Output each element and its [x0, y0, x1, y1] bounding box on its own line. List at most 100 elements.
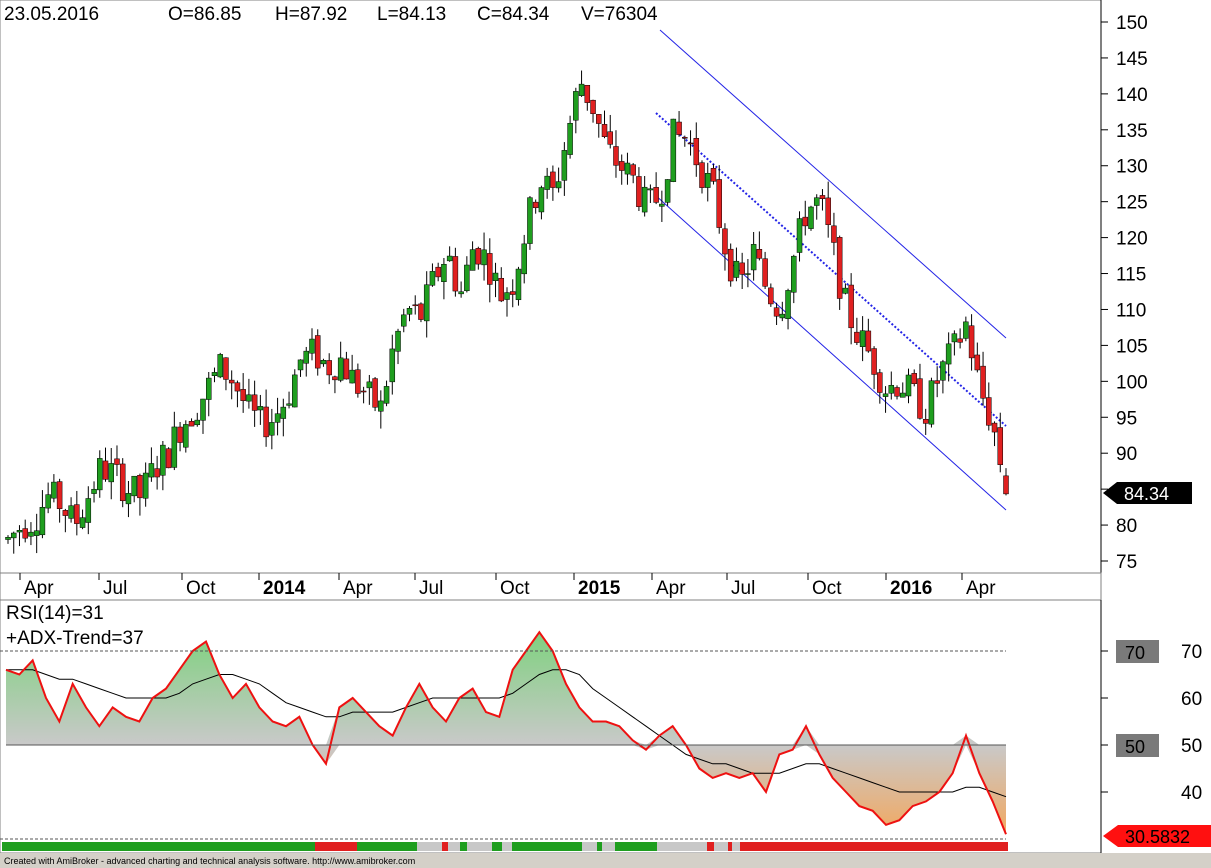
candle-down	[154, 468, 160, 478]
price-tick-label: 145	[1116, 49, 1148, 70]
trend-strip-segment	[602, 842, 615, 851]
candle-up	[796, 218, 803, 253]
candle-down	[710, 167, 717, 182]
candle-up	[900, 392, 906, 398]
candle-up	[309, 338, 315, 354]
time-axis-label: Apr	[24, 578, 54, 599]
candle-down	[618, 161, 625, 171]
candle-down	[56, 481, 63, 509]
time-axis-label: 2015	[578, 578, 621, 599]
candle-down	[716, 179, 722, 228]
candle-up	[882, 393, 889, 397]
candle-down	[498, 277, 505, 302]
candle-down	[418, 303, 424, 320]
candle-down	[119, 463, 126, 502]
candle-up	[142, 472, 149, 499]
candle-up	[659, 203, 665, 207]
indicator-tick-label: 50	[1181, 736, 1202, 757]
candle-up	[664, 179, 671, 203]
candle-down	[102, 460, 109, 480]
candle-up	[842, 287, 849, 294]
candle-up	[464, 264, 470, 292]
candle-up	[791, 255, 797, 293]
candle-up	[10, 532, 17, 539]
candle-up	[389, 348, 396, 383]
candle-down	[917, 378, 923, 419]
candle-down	[613, 146, 619, 166]
price-tick-label: 120	[1116, 229, 1148, 250]
time-axis	[0, 572, 1102, 601]
time-axis-label: Apr	[343, 578, 373, 599]
candle-down	[22, 528, 28, 539]
rsi-fill-below-50	[6, 745, 1006, 835]
candle-down	[974, 354, 981, 371]
trend-strip-segment	[357, 842, 417, 851]
candle-up	[39, 506, 46, 536]
candle-down	[343, 358, 350, 380]
candle-down	[475, 248, 482, 265]
indicator-tick-label: 40	[1181, 783, 1202, 804]
candle-up	[366, 381, 373, 389]
channel-upper-line	[659, 29, 1007, 339]
candle-up	[85, 498, 92, 523]
candle-up	[183, 424, 189, 448]
trend-strip-segment	[582, 842, 597, 851]
candle-down	[509, 291, 516, 295]
candle-up	[79, 517, 86, 528]
candle-down	[756, 249, 763, 259]
candle-down	[223, 357, 229, 380]
time-axis-label: Oct	[186, 578, 216, 599]
time-axis-label: Oct	[812, 578, 842, 599]
candle-down	[372, 378, 378, 408]
candle-up	[750, 244, 757, 271]
candle-up	[469, 249, 476, 271]
candle-down	[676, 121, 682, 135]
candle-down	[550, 171, 556, 188]
level-70-badge-label: 70	[1125, 643, 1145, 663]
rsi-last-value: 30.5832	[1125, 827, 1190, 847]
candle-down	[693, 138, 700, 166]
candle-down	[1003, 475, 1009, 495]
candle-up	[940, 361, 946, 381]
last-price-value: 84.34	[1124, 484, 1169, 504]
indicator-axis-panel	[1101, 600, 1211, 853]
candlestick-series	[5, 70, 1009, 554]
trend-strip-segment	[740, 842, 1008, 851]
candle-up	[171, 426, 178, 468]
candle-up	[733, 260, 740, 278]
candle-up	[813, 197, 820, 206]
candle-up	[785, 290, 791, 320]
candle-down	[452, 256, 459, 292]
adx-title: +ADX-Trend=37	[6, 628, 144, 649]
candle-up	[963, 321, 969, 339]
candle-up	[148, 463, 155, 478]
price-tick-label: 75	[1116, 552, 1137, 573]
trend-strip-segment	[460, 842, 467, 851]
candle-down	[991, 422, 998, 433]
trend-strip-segment	[714, 842, 728, 851]
level-50-badge-label: 50	[1125, 737, 1145, 757]
candle-down	[137, 475, 143, 499]
candle-down	[802, 216, 809, 227]
trend-strip-segment	[512, 842, 582, 851]
candle-up	[211, 372, 218, 376]
indicator-tick-label: 70	[1181, 642, 1202, 663]
level-50-badge	[1116, 734, 1159, 757]
candle-down	[727, 248, 734, 282]
candle-down	[894, 387, 900, 397]
trend-strip-segment	[732, 842, 740, 851]
candle-down	[687, 142, 694, 145]
candle-up	[131, 475, 137, 497]
candle-down	[957, 338, 963, 343]
candle-up	[378, 400, 384, 412]
candle-down	[699, 162, 705, 188]
candle-up	[515, 268, 522, 301]
trend-channel	[653, 29, 1007, 511]
candle-up	[779, 313, 786, 319]
candle-down	[682, 137, 688, 139]
candle-down	[360, 390, 367, 393]
candle-up	[561, 150, 568, 181]
candle-down	[355, 369, 361, 394]
candle-down	[739, 262, 745, 275]
